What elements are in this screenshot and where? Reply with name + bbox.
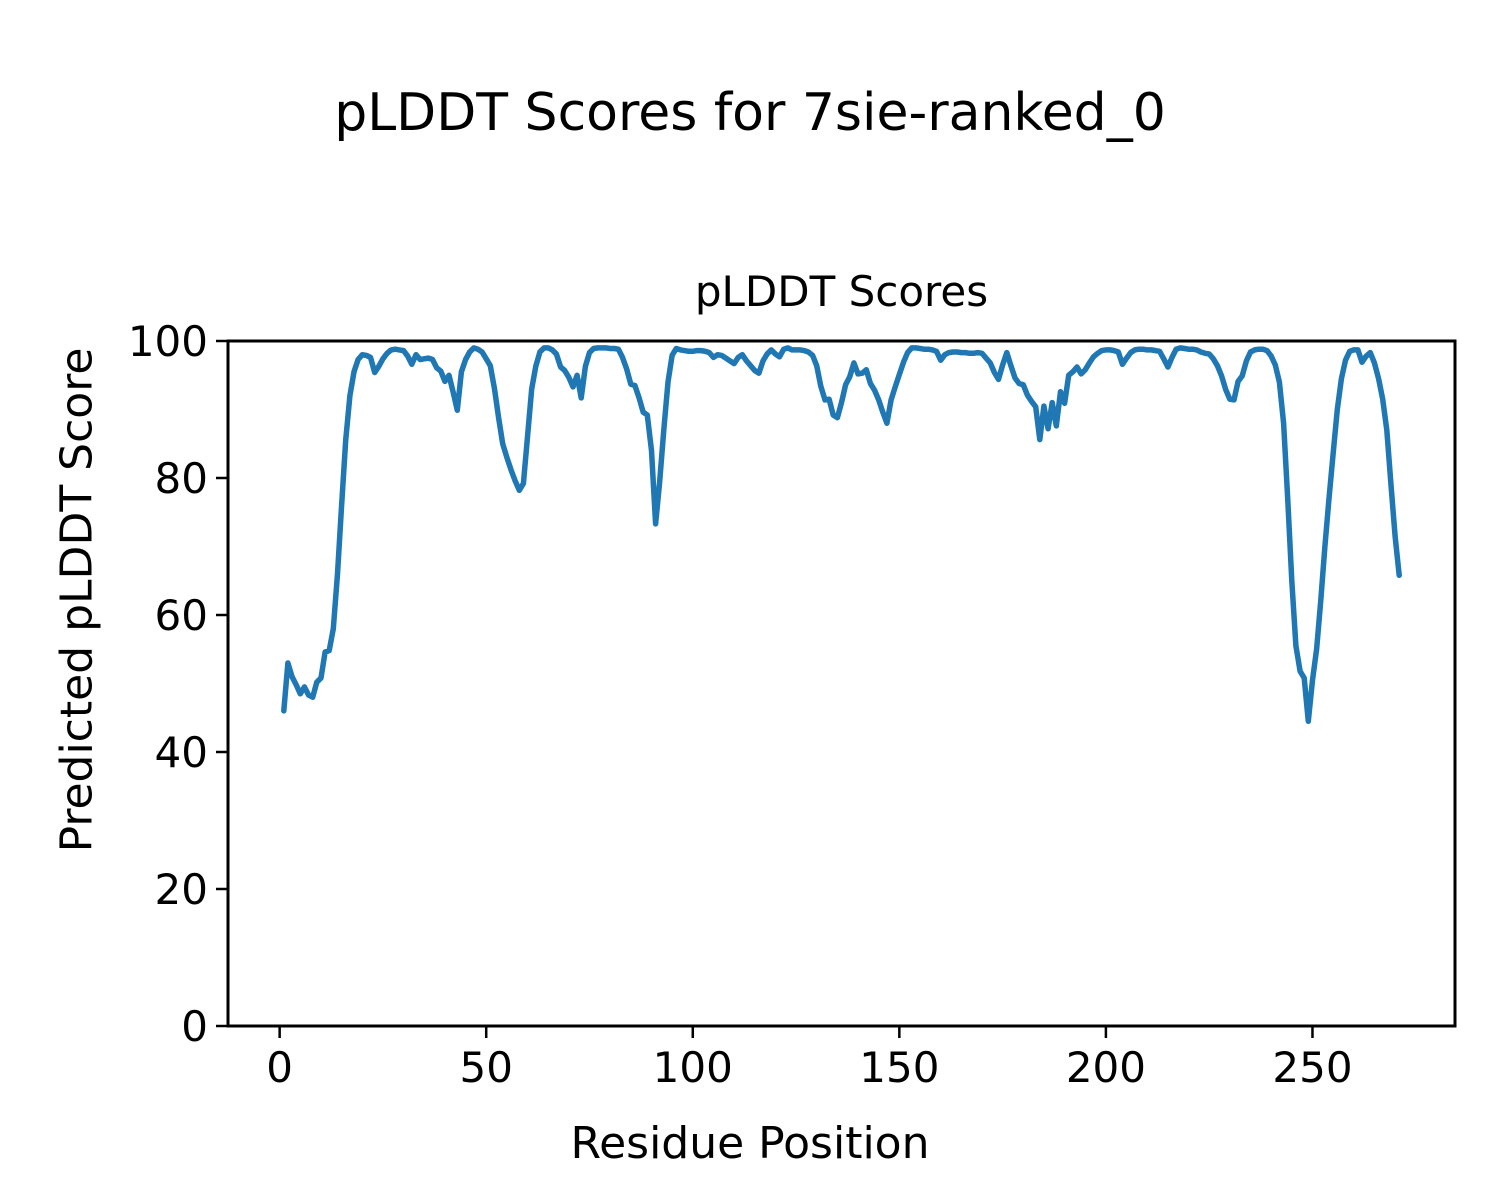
y-tick-label-0: 0 [181,1002,208,1051]
score-line [281,345,1402,724]
x-tick-label-250: 250 [1272,1043,1352,1092]
y-tick-label-20: 20 [155,865,208,914]
figure-title: pLDDT Scores for 7sie-ranked_0 [334,83,1166,143]
x-axis-label: Residue Position [570,1118,930,1169]
y-tick-label-40: 40 [155,728,208,777]
axes-title: pLDDT Scores [694,267,989,316]
y-tick-label-80: 80 [155,454,208,503]
x-tick-label-200: 200 [1066,1043,1146,1092]
y-tick-label-60: 60 [155,591,208,640]
x-tick-label-0: 0 [266,1043,293,1092]
x-tick-label-50: 50 [459,1043,512,1092]
y-axis-label: Predicted pLDDT Score [51,347,103,853]
plot-frame [226,339,1457,1028]
y-tick-label-100: 100 [128,317,208,366]
x-tick-label-150: 150 [859,1043,939,1092]
x-tick-label-100: 100 [653,1043,733,1092]
